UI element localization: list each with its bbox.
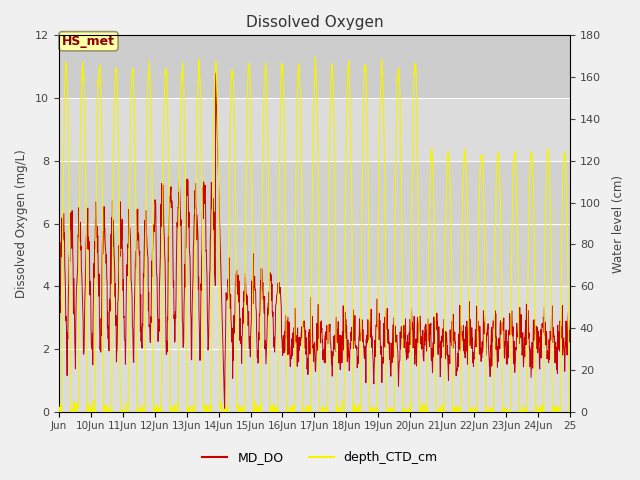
Legend: MD_DO, depth_CTD_cm: MD_DO, depth_CTD_cm [197,446,443,469]
Text: HS_met: HS_met [62,35,115,48]
Y-axis label: Dissolved Oxygen (mg/L): Dissolved Oxygen (mg/L) [15,149,28,298]
Bar [59,36,570,98]
Y-axis label: Water level (cm): Water level (cm) [612,175,625,273]
Bar [59,161,570,286]
Title: Dissolved Oxygen: Dissolved Oxygen [246,15,383,30]
